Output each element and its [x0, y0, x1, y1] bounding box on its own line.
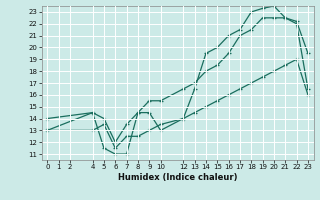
X-axis label: Humidex (Indice chaleur): Humidex (Indice chaleur)	[118, 173, 237, 182]
